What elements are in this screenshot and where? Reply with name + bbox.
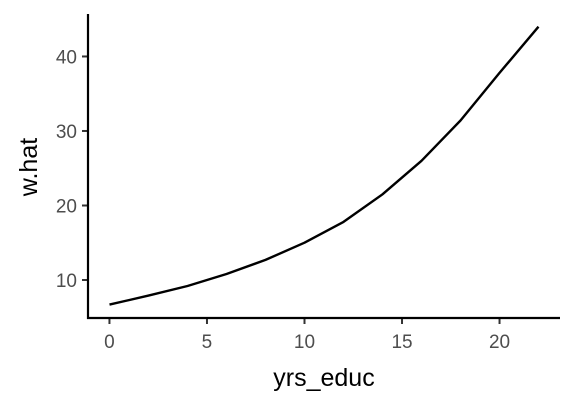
x-tick-label: 20: [489, 332, 510, 353]
y-axis-title: w.hat: [15, 138, 43, 197]
x-tick-label: 5: [202, 332, 213, 353]
series-line: [109, 25, 540, 306]
y-axis-ticks: 10 20 30 40: [56, 47, 88, 292]
x-axis-title: yrs_educ: [273, 364, 374, 392]
x-tick-label: 10: [294, 332, 315, 353]
x-axis-ticks: 0 5 10 15 20: [104, 318, 510, 353]
y-tick-label: 10: [56, 271, 77, 292]
y-tick-label: 20: [56, 196, 77, 217]
y-tick-label: 40: [56, 47, 77, 68]
y-tick-label: 30: [56, 122, 77, 143]
x-tick-label: 15: [391, 332, 412, 353]
x-tick-label: 0: [104, 332, 115, 353]
